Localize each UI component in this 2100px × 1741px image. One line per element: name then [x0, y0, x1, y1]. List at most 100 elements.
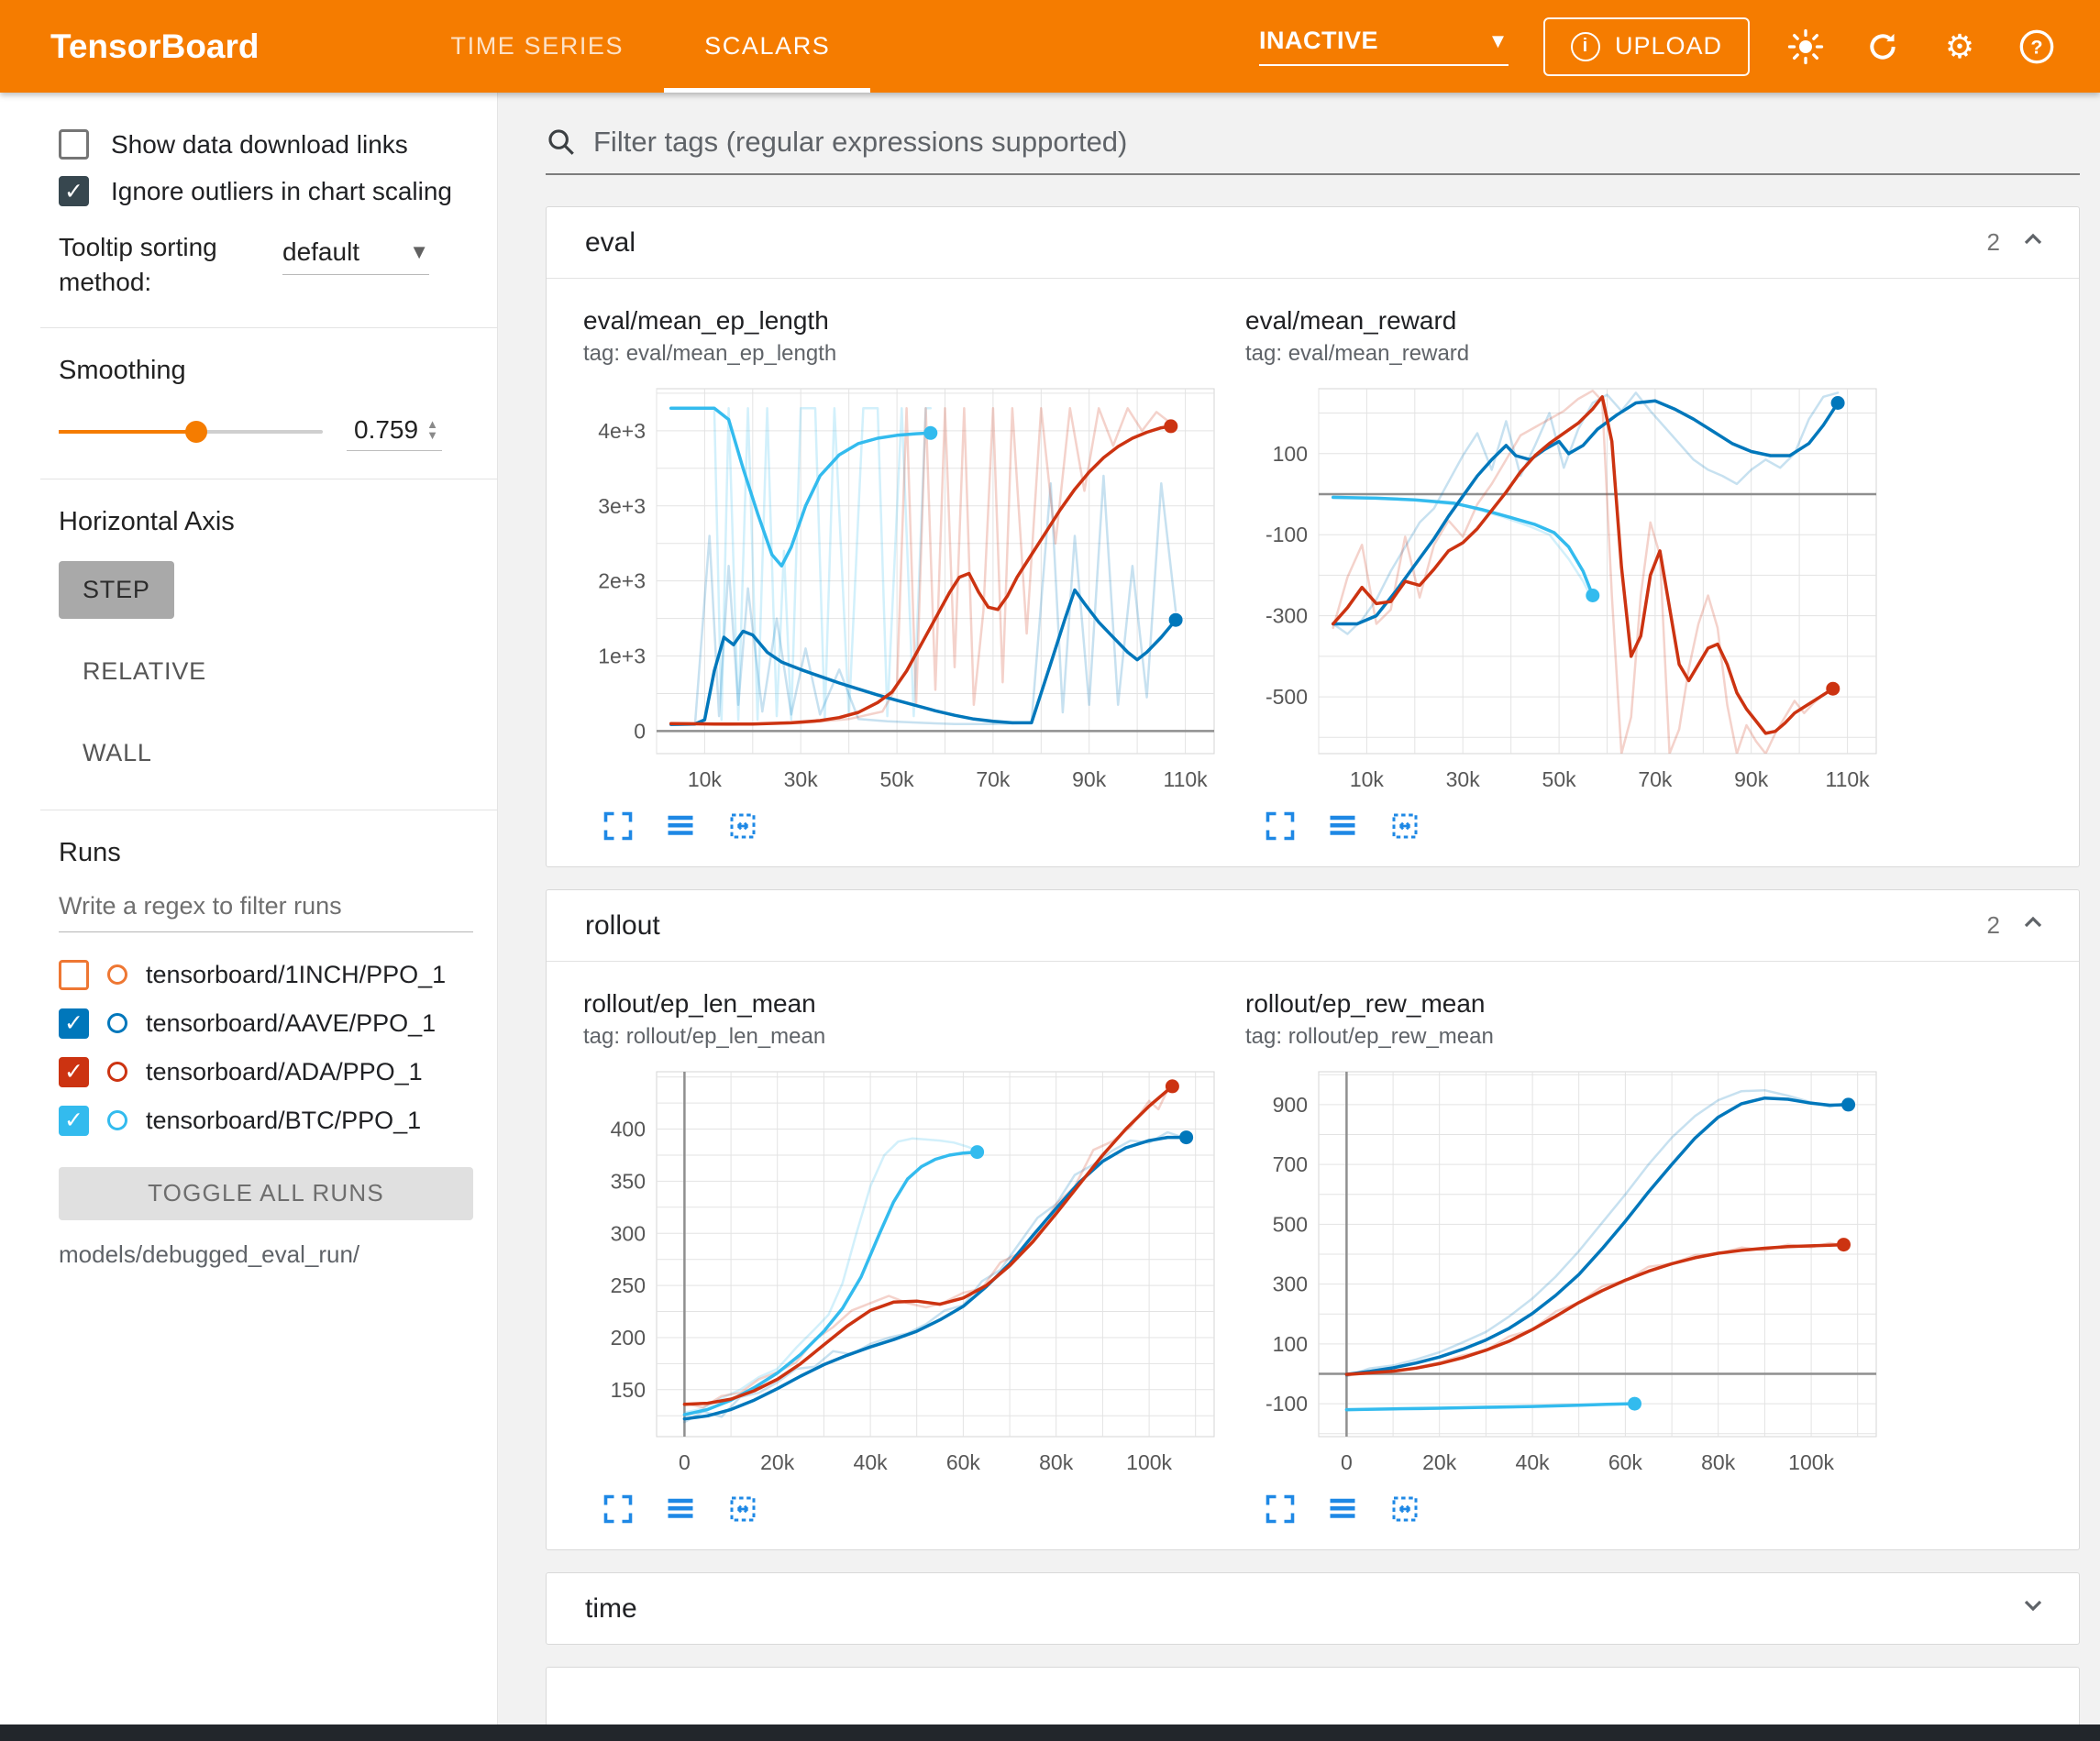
run-row[interactable]: tensorboard/1INCH/PPO_1: [59, 959, 473, 990]
toggle-all-runs-button[interactable]: TOGGLE ALL RUNS: [59, 1166, 473, 1220]
tab-time-series[interactable]: TIME SERIES: [450, 32, 624, 60]
svg-text:20k: 20k: [760, 1450, 795, 1474]
chart-tag: tag: rollout/ep_len_mean: [583, 1024, 826, 1049]
slider-thumb[interactable]: [184, 421, 207, 444]
svg-text:0: 0: [634, 719, 646, 743]
chart-title: rollout/ep_rew_mean: [1245, 989, 1486, 1018]
run-label: tensorboard/AAVE/PPO_1: [146, 1008, 437, 1037]
svg-text:80k: 80k: [1701, 1450, 1736, 1474]
chart-canvas[interactable]: 0 20k 40k 60k 80k 100k -100 100 300 500 700 900: [1245, 1059, 1889, 1481]
chart-toolbar: [1245, 808, 1889, 844]
ignore-outliers-row[interactable]: Ignore outliers in chart scaling: [59, 176, 473, 206]
info-icon: i: [1570, 31, 1600, 61]
svg-text:100: 100: [1273, 442, 1308, 466]
run-checkbox[interactable]: [59, 1056, 89, 1087]
svg-text:?: ?: [2030, 35, 2042, 58]
svg-text:60k: 60k: [1608, 1450, 1643, 1474]
chevron-down-icon[interactable]: [2018, 1591, 2048, 1627]
svg-text:4e+3: 4e+3: [598, 419, 646, 443]
run-row[interactable]: tensorboard/BTC/PPO_1: [59, 1105, 473, 1136]
svg-text:400: 400: [611, 1118, 646, 1141]
eval-charts-grid: eval/mean_ep_length tag: eval/mean_ep_len…: [547, 278, 2079, 866]
svg-text:70k: 70k: [1638, 767, 1673, 791]
svg-text:60k: 60k: [946, 1450, 981, 1474]
expand-icon[interactable]: [600, 808, 636, 844]
axis-button-step[interactable]: STEP: [59, 560, 174, 619]
svg-text:200: 200: [611, 1326, 646, 1350]
chart-canvas[interactable]: 0 20k 40k 60k 80k 100k 150 200 250 300 350 400: [583, 1059, 1227, 1481]
upload-button[interactable]: i UPLOAD: [1542, 17, 1750, 76]
run-row[interactable]: tensorboard/AAVE/PPO_1: [59, 1008, 473, 1039]
chevron-down-icon: ▼: [1487, 28, 1509, 52]
data-table-icon[interactable]: [662, 808, 699, 844]
expand-icon[interactable]: [1262, 808, 1299, 844]
section-card-eval: eval 2 eval/mean_ep_length tag: eval/mean…: [546, 206, 2080, 867]
svg-text:30k: 30k: [1446, 767, 1481, 791]
axis-button-relative[interactable]: RELATIVE: [83, 656, 206, 685]
fit-domain-icon[interactable]: [724, 1491, 761, 1527]
data-table-icon[interactable]: [1324, 808, 1361, 844]
upload-button-label: UPLOAD: [1614, 32, 1722, 60]
run-row[interactable]: tensorboard/ADA/PPO_1: [59, 1056, 473, 1087]
chart-canvas[interactable]: 10k 30k 50k 70k 90k 110k -500 -300 -100 100: [1245, 376, 1889, 798]
run-color-ring-icon: [107, 964, 127, 986]
svg-text:20k: 20k: [1422, 1450, 1457, 1474]
svg-text:110k: 110k: [1826, 767, 1871, 791]
svg-text:-500: -500: [1266, 685, 1308, 709]
chart-title: rollout/ep_len_mean: [583, 989, 816, 1018]
data-table-icon[interactable]: [1324, 1491, 1361, 1527]
number-stepper-icon[interactable]: ▲ ▼: [426, 416, 438, 442]
run-checkbox[interactable]: [59, 1105, 89, 1136]
svg-text:500: 500: [1273, 1212, 1308, 1236]
svg-text:40k: 40k: [854, 1450, 889, 1474]
expand-icon[interactable]: [1262, 1491, 1299, 1527]
svg-text:0: 0: [679, 1450, 691, 1474]
section-count: 2: [1986, 911, 2000, 939]
svg-text:-300: -300: [1266, 604, 1308, 628]
section-title: time: [585, 1592, 637, 1624]
chart-tag: tag: eval/mean_reward: [1245, 341, 1470, 366]
ignore-outliers-checkbox[interactable]: [59, 176, 89, 206]
section-title: rollout: [585, 909, 660, 941]
smoothing-input[interactable]: 0.759 ▲ ▼: [347, 413, 442, 451]
brightness-icon[interactable]: [1785, 26, 1827, 68]
tooltip-sorting-dropdown[interactable]: default ▼: [282, 237, 429, 275]
smoothing-slider[interactable]: [59, 421, 323, 444]
filter-tags-input[interactable]: [593, 126, 2080, 159]
chevron-up-icon[interactable]: [2018, 225, 2048, 261]
help-icon[interactable]: ?: [2016, 26, 2058, 68]
section-header-eval[interactable]: eval 2: [547, 207, 2079, 278]
expand-icon[interactable]: [600, 1491, 636, 1527]
runs-list: tensorboard/1INCH/PPO_1 tensorboard/AAVE/…: [59, 959, 473, 1136]
svg-text:100k: 100k: [1788, 1450, 1834, 1474]
app-header: TensorBoard TIME SERIES SCALARS INACTIVE…: [0, 0, 2100, 93]
svg-text:700: 700: [1273, 1152, 1308, 1176]
settings-gear-icon[interactable]: ⚙: [1944, 27, 1975, 65]
show-download-links-label: Show data download links: [111, 129, 408, 159]
section-card-rollout: rollout 2 rollout/ep_len_mean tag: rollou…: [546, 889, 2080, 1550]
svg-text:10k: 10k: [688, 767, 723, 791]
axis-button-wall[interactable]: WALL: [83, 738, 152, 766]
fit-domain-icon[interactable]: [1387, 1491, 1423, 1527]
section-header-time[interactable]: time: [547, 1573, 2079, 1644]
data-table-icon[interactable]: [662, 1491, 699, 1527]
fit-domain-icon[interactable]: [1387, 808, 1423, 844]
tab-scalars[interactable]: SCALARS: [664, 0, 871, 93]
svg-text:-100: -100: [1266, 523, 1308, 546]
scalar-chart-c0: eval/mean_ep_length tag: eval/mean_ep_len…: [583, 306, 1227, 844]
chart-title: eval/mean_ep_length: [583, 306, 829, 335]
status-dropdown[interactable]: INACTIVE ▼: [1258, 27, 1509, 66]
section-header-rollout[interactable]: rollout 2: [547, 890, 2079, 961]
run-checkbox[interactable]: [59, 1008, 89, 1039]
chevron-up-icon[interactable]: [2018, 908, 2048, 944]
refresh-icon[interactable]: [1862, 26, 1904, 68]
runs-filter-input[interactable]: [59, 891, 473, 932]
fit-domain-icon[interactable]: [724, 808, 761, 844]
chart-tag: tag: rollout/ep_rew_mean: [1245, 1024, 1494, 1049]
tooltip-sorting-label: Tooltip sorting method:: [59, 233, 217, 296]
window-bottom-bar: [0, 1724, 2100, 1741]
show-download-links-row[interactable]: Show data download links: [59, 129, 473, 160]
run-checkbox[interactable]: [59, 959, 89, 990]
show-download-links-checkbox[interactable]: [59, 129, 89, 160]
chart-canvas[interactable]: 10k 30k 50k 70k 90k 110k 0 1e+3 2e+3 3e+3 4e+3: [583, 376, 1227, 798]
